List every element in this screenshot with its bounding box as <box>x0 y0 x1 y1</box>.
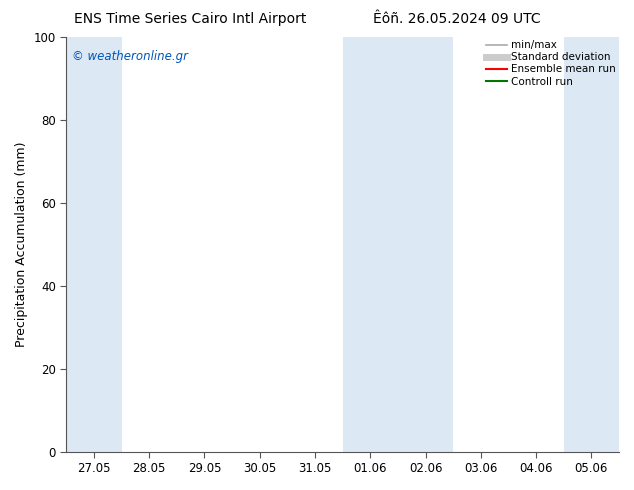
Y-axis label: Precipitation Accumulation (mm): Precipitation Accumulation (mm) <box>15 142 28 347</box>
Bar <box>564 37 619 452</box>
Bar <box>66 37 122 452</box>
Bar <box>342 37 453 452</box>
Legend: min/max, Standard deviation, Ensemble mean run, Controll run: min/max, Standard deviation, Ensemble me… <box>486 40 616 87</box>
Text: © weatheronline.gr: © weatheronline.gr <box>72 49 188 63</box>
Text: Êôñ. 26.05.2024 09 UTC: Êôñ. 26.05.2024 09 UTC <box>373 12 540 26</box>
Text: ENS Time Series Cairo Intl Airport: ENS Time Series Cairo Intl Airport <box>74 12 306 26</box>
